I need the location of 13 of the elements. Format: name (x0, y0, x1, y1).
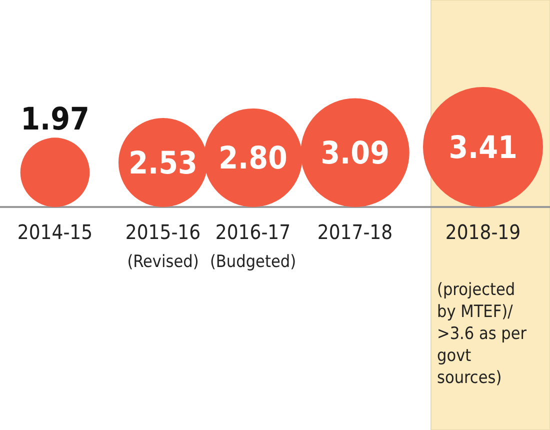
text: (projected by MTEF)/ >3.6 as per govt sources) (437, 280, 527, 388)
text: (Budgeted) (210, 252, 296, 272)
category-label: 2018-19 (445, 220, 521, 244)
category-label: 2015-16 (125, 220, 201, 244)
category-label: 2016-17 (215, 220, 291, 244)
data-label: 3.41 (448, 130, 518, 166)
data-label: 1.97 (20, 102, 90, 138)
data-label: 3.09 (320, 136, 390, 172)
category-label: 2017-18 (317, 220, 393, 244)
text: (Revised) (127, 252, 199, 272)
data-label: 2.80 (218, 140, 288, 177)
data-label: 2.53 (128, 145, 198, 182)
category-label: 2014-15 (17, 220, 93, 244)
